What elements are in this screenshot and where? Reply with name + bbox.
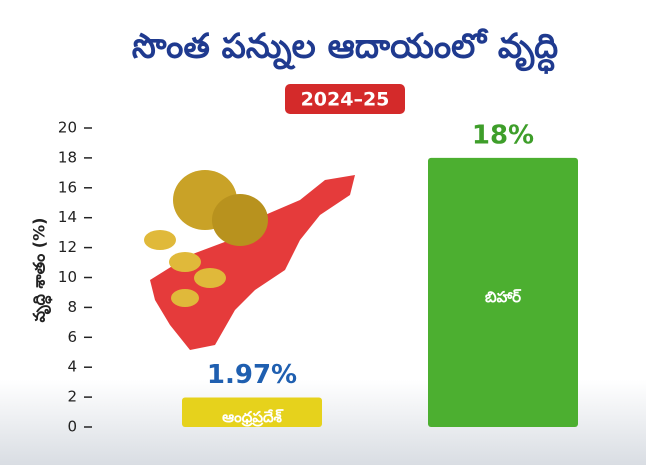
bar (182, 397, 322, 427)
y-tick-label: 20 (58, 119, 77, 137)
coin (171, 289, 199, 307)
map-shape (150, 175, 355, 350)
subtitle-box (285, 84, 405, 114)
subtitle: 2024–25 (301, 89, 390, 111)
y-tick-label: 8 (67, 298, 77, 316)
coin (144, 230, 176, 250)
y-tick-label: 10 (58, 268, 77, 286)
chart-title: సొంత పన్నుల ఆదాయంలో వృద్ధి (132, 27, 558, 75)
y-tick-label: 6 (67, 328, 77, 346)
y-axis-label: వృద్ధి శాతం (%) (30, 218, 53, 323)
coin (194, 268, 226, 288)
y-tick-label: 18 (58, 148, 77, 166)
y-tick-label: 2 (67, 388, 77, 406)
value-label: 18% (472, 120, 534, 150)
y-tick-label: 12 (58, 238, 77, 256)
y-tick-label: 4 (67, 358, 77, 376)
bar-category-label: బిహార్ (485, 288, 522, 306)
y-tick-label: 0 (67, 418, 77, 436)
bar-category-label: ఆంధ్రప్రదేశ్ (222, 408, 283, 427)
illustration (144, 170, 355, 350)
y-tick-label: 14 (58, 208, 77, 226)
bar (428, 157, 578, 427)
money-bag (212, 194, 268, 246)
coin (169, 252, 201, 272)
y-tick-label: 16 (58, 178, 77, 196)
value-label: 1.97% (207, 360, 297, 390)
